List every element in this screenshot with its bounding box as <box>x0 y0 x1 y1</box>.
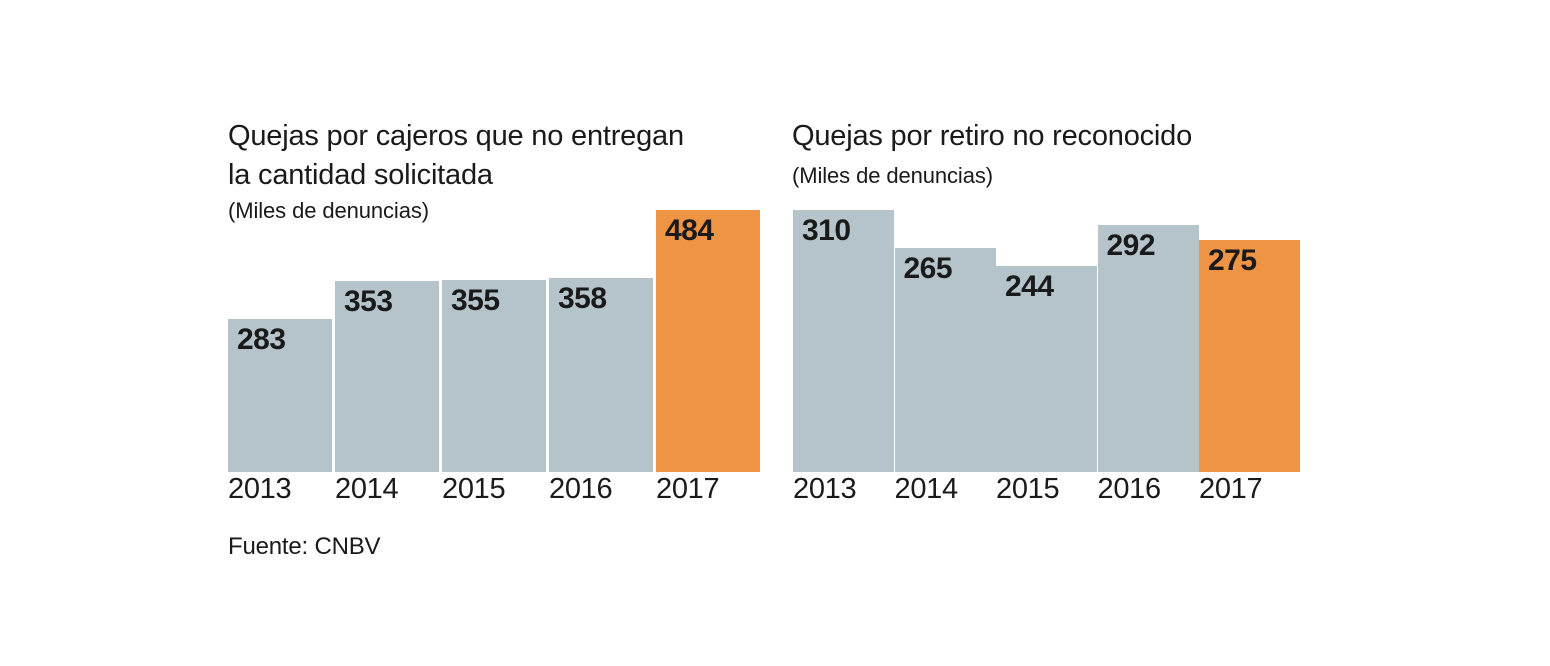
chart-panel-unrecognized-withdrawal: Quejas por retiro no reconocido (Miles d… <box>790 0 1550 666</box>
bar[interactable]: 292 <box>1097 225 1199 472</box>
bar-slot: 358 <box>549 210 653 472</box>
x-axis-tick-label: 2015 <box>442 473 506 505</box>
bar[interactable]: 265 <box>894 248 996 472</box>
bar[interactable]: 355 <box>442 280 546 472</box>
x-axis-tick-label: 2013 <box>228 473 292 505</box>
bar-slot: 355 <box>442 210 546 472</box>
x-axis-tick-label: 2014 <box>894 473 959 505</box>
bar[interactable]: 275 <box>1199 240 1300 472</box>
bar-value-label: 292 <box>1106 229 1156 262</box>
bar-slot: 310 <box>793 210 894 472</box>
x-axis-right: 2013 2014 2015 2016 2017 <box>790 472 1550 518</box>
bar[interactable]: 310 <box>793 210 894 472</box>
bar[interactable]: 283 <box>228 319 332 472</box>
bar-slot: 292 <box>1097 210 1199 472</box>
x-axis-tick-label: 2015 <box>996 473 1060 505</box>
x-axis-tick-label: 2013 <box>793 473 857 505</box>
bar-slot: 265 <box>894 210 996 472</box>
chart-subtitle-left: (Miles de denuncias) <box>228 198 429 223</box>
bar-value-label: 310 <box>802 214 851 247</box>
bar-value-label: 358 <box>558 282 607 315</box>
bar-value-label: 275 <box>1208 244 1257 277</box>
bar-slot: 275 <box>1199 210 1300 472</box>
x-axis-tick-label: 2016 <box>1097 473 1162 505</box>
bar-value-label: 353 <box>344 285 393 318</box>
plot-area-right: 310 265 244 292 275 <box>793 210 1301 472</box>
source-note: Fuente: CNBV <box>228 533 381 560</box>
bar-slot: 244 <box>996 210 1097 472</box>
chart-title-left: Quejas por cajeros que no entregan la ca… <box>228 120 684 191</box>
bar-value-label: 244 <box>1005 270 1054 303</box>
bar[interactable]: 353 <box>335 281 439 472</box>
x-axis-left: 2013 2014 2015 2016 2017 <box>0 472 790 518</box>
bar-slot: 353 <box>335 210 439 472</box>
x-axis-tick-label: 2017 <box>1199 473 1263 505</box>
x-axis-tick-label: 2017 <box>656 473 720 505</box>
chart-subtitle-right: (Miles de denuncias) <box>792 163 993 188</box>
bar[interactable]: 244 <box>996 266 1097 472</box>
bar-series-left: 283 353 355 358 484 <box>228 210 764 472</box>
x-axis-tick-label: 2014 <box>335 473 399 505</box>
bar-slot: 283 <box>228 210 332 472</box>
bar-series-right: 310 265 244 292 275 <box>793 210 1301 472</box>
bar-value-label: 355 <box>451 284 500 317</box>
bar-value-label: 265 <box>903 252 953 285</box>
bar-value-label: 283 <box>237 323 286 356</box>
chart-title-right: Quejas por retiro no reconocido <box>792 120 1193 152</box>
bar[interactable]: 484 <box>656 210 760 472</box>
plot-area-left: 283 353 355 358 484 <box>228 210 764 472</box>
bar-slot: 484 <box>656 210 760 472</box>
bar[interactable]: 358 <box>549 278 653 472</box>
x-axis-tick-label: 2016 <box>549 473 613 505</box>
chart-panel-atm-shortfall: Quejas por cajeros que no entregan la ca… <box>0 120 790 560</box>
bar-value-label: 484 <box>665 214 714 247</box>
